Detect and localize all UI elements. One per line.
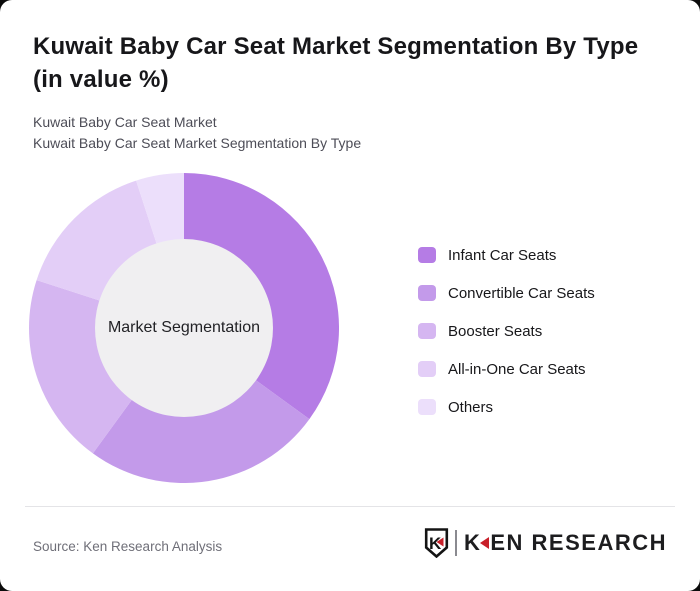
source-text: Source: Ken Research Analysis — [33, 539, 223, 554]
brand-logo: K K EN RESEARCH — [424, 528, 667, 558]
legend-label: All-in-One Car Seats — [448, 360, 586, 378]
legend-swatch — [418, 361, 436, 377]
logo-separator — [454, 530, 457, 556]
legend-swatch — [418, 285, 436, 301]
subtitle-line-1: Kuwait Baby Car Seat Market — [33, 114, 217, 130]
ken-research-wordmark: K EN RESEARCH — [464, 530, 667, 556]
legend-item: Booster Seats — [418, 322, 595, 340]
legend-swatch — [418, 247, 436, 263]
ken-research-shield-icon: K — [424, 528, 449, 558]
subtitle-line-2: Kuwait Baby Car Seat Market Segmentation… — [33, 135, 362, 151]
legend-label: Infant Car Seats — [448, 246, 557, 264]
donut-hole — [95, 239, 273, 417]
legend-label: Booster Seats — [448, 322, 543, 340]
wordmark-red-triangle-icon — [480, 537, 490, 549]
legend-item: Others — [418, 398, 595, 416]
wordmark-rest: EN RESEARCH — [490, 530, 667, 555]
footer-divider — [25, 506, 675, 507]
legend-label: Others — [448, 398, 494, 416]
legend-swatch — [418, 323, 436, 339]
chart-title: Kuwait Baby Car Seat Market Segmentation… — [33, 33, 639, 93]
donut-chart — [29, 173, 339, 483]
donut-chart-area: Market Segmentation — [29, 173, 339, 483]
shield-red-triangle — [436, 537, 444, 547]
legend-label: Convertible Car Seats — [448, 284, 595, 302]
chart-subtitles: Kuwait Baby Car Seat Market Kuwait Baby … — [33, 112, 653, 154]
legend-item: Convertible Car Seats — [418, 284, 595, 302]
legend-item: Infant Car Seats — [418, 246, 595, 264]
legend-item: All-in-One Car Seats — [418, 360, 595, 378]
legend-swatch — [418, 399, 436, 415]
legend: Infant Car Seats Convertible Car Seats Boo… — [418, 246, 595, 416]
wordmark-k: K — [463, 530, 482, 555]
svg-text:K: K — [429, 534, 442, 553]
